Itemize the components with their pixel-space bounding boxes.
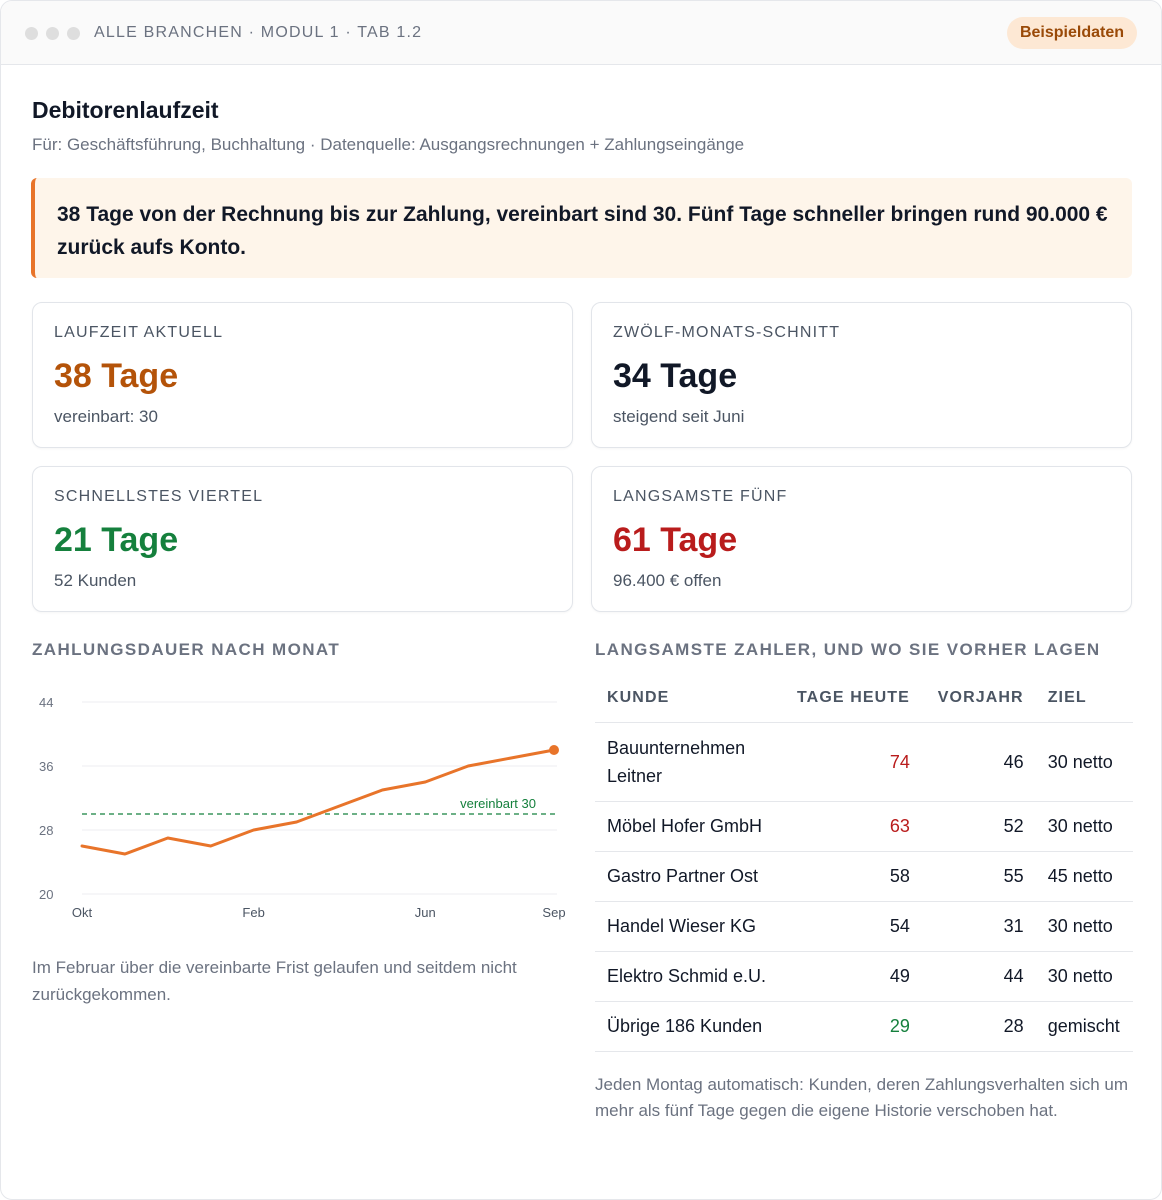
cell-vorjahr: 28 xyxy=(921,1001,1036,1052)
column-header-tage-heute[interactable]: TAGE HEUTE xyxy=(785,674,922,723)
cell-kunde: Handel Wieser KG xyxy=(595,901,785,952)
cell-ziel: 30 netto xyxy=(1035,722,1133,802)
table-row[interactable]: Handel Wieser KG 54 31 30 netto xyxy=(595,901,1133,952)
agreed-terms-label: vereinbart 30 xyxy=(460,796,536,811)
cell-vorjahr: 52 xyxy=(921,801,1036,852)
kpi-label: SCHNELLSTES VIERTEL xyxy=(54,488,264,505)
chart-section-title: ZAHLUNGSDAUER NACH MONAT xyxy=(32,640,341,659)
x-tick-label: Feb xyxy=(242,905,264,920)
table-section-title: LANGSAMSTE ZAHLER, UND WO SIE VORHER LAG… xyxy=(595,640,1101,659)
x-tick-label: Okt xyxy=(72,905,93,920)
kpi-subtext: 52 Kunden xyxy=(54,571,137,590)
column-header-ziel[interactable]: ZIEL xyxy=(1035,674,1133,723)
table-row[interactable]: Möbel Hofer GmbH 63 52 30 netto xyxy=(595,801,1133,852)
page-title: Debitorenlaufzeit xyxy=(32,97,219,123)
cell-tage-heute: 54 xyxy=(785,901,922,952)
cell-vorjahr: 31 xyxy=(921,901,1036,952)
kpi-card-langsamste-fuenf: LANGSAMSTE FÜNF 61 Tage 96.400 € offen xyxy=(591,466,1132,612)
y-tick-label: 20 xyxy=(39,887,53,902)
y-tick-label: 44 xyxy=(39,695,53,710)
cell-tage-heute: 58 xyxy=(785,851,922,902)
cell-kunde: Übrige 186 Kunden xyxy=(595,1001,785,1052)
kpi-value: 61 Tage xyxy=(613,521,738,559)
insight-callout: 38 Tage von der Rechnung bis zur Zahlung… xyxy=(31,178,1132,278)
kpi-value: 21 Tage xyxy=(54,521,179,559)
cell-kunde: Möbel Hofer GmbH xyxy=(595,801,785,852)
cell-tage-heute: 74 xyxy=(785,722,922,802)
table-row[interactable]: Gastro Partner Ost 58 55 45 netto xyxy=(595,851,1133,902)
window-maximize-dot[interactable] xyxy=(67,27,80,40)
breadcrumb: ALLE BRANCHEN · MODUL 1 · TAB 1.2 xyxy=(94,24,423,41)
latest-value-point xyxy=(549,745,559,755)
slowest-payers-table: KUNDE TAGE HEUTE VORJAHR ZIEL Bauunterne… xyxy=(595,674,1133,1052)
title-bar: ALLE BRANCHEN · MODUL 1 · TAB 1.2 Beispi… xyxy=(1,1,1161,65)
cell-ziel: 30 netto xyxy=(1035,901,1133,952)
table-header-row: KUNDE TAGE HEUTE VORJAHR ZIEL xyxy=(595,674,1133,723)
kpi-subtext: steigend seit Juni xyxy=(613,407,745,426)
cell-vorjahr: 55 xyxy=(921,851,1036,902)
kpi-label: ZWÖLF-MONATS-SCHNITT xyxy=(613,324,841,341)
table-row[interactable]: Bauunternehmen Leitner 74 46 30 netto xyxy=(595,722,1133,802)
kpi-value: 34 Tage xyxy=(613,357,738,395)
cell-ziel: 45 netto xyxy=(1035,851,1133,902)
y-tick-label: 36 xyxy=(39,759,53,774)
kpi-card-schnellstes-viertel: SCHNELLSTES VIERTEL 21 Tage 52 Kunden xyxy=(32,466,573,612)
cell-tage-heute: 29 xyxy=(785,1001,922,1052)
kpi-subtext: vereinbart: 30 xyxy=(54,407,158,426)
kpi-subtext: 96.400 € offen xyxy=(613,571,722,590)
cell-vorjahr: 44 xyxy=(921,951,1036,1002)
payment-duration-line-chart: 20 28 36 44 vereinbart 30 Okt Feb Jun Sep xyxy=(39,695,566,920)
chart-note: Im Februar über die vereinbarte Frist ge… xyxy=(32,958,517,1004)
series-line xyxy=(80,748,556,856)
cell-ziel: gemischt xyxy=(1035,1001,1133,1052)
cell-kunde: Elektro Schmid e.U. xyxy=(595,951,785,1002)
window-minimize-dot[interactable] xyxy=(46,27,59,40)
kpi-value: 38 Tage xyxy=(54,357,179,395)
cell-ziel: 30 netto xyxy=(1035,951,1133,1002)
cell-tage-heute: 49 xyxy=(785,951,922,1002)
kpi-label: LAUFZEIT AKTUELL xyxy=(54,324,224,341)
cell-tage-heute: 63 xyxy=(785,801,922,852)
cell-ziel: 30 netto xyxy=(1035,801,1133,852)
cell-kunde: Bauunternehmen Leitner xyxy=(595,722,785,802)
y-tick-label: 28 xyxy=(39,823,53,838)
x-tick-label: Jun xyxy=(415,905,436,920)
page-subtitle: Für: Geschäftsführung, Buchhaltung · Dat… xyxy=(32,135,745,154)
table-row[interactable]: Übrige 186 Kunden 29 28 gemischt xyxy=(595,1001,1133,1052)
column-header-kunde[interactable]: KUNDE xyxy=(595,674,785,723)
cell-kunde: Gastro Partner Ost xyxy=(595,851,785,902)
cell-vorjahr: 46 xyxy=(921,722,1036,802)
kpi-label: LANGSAMSTE FÜNF xyxy=(613,488,788,505)
x-tick-label: Sep xyxy=(542,905,565,920)
table-note: Jeden Montag automatisch: Kunden, deren … xyxy=(595,1075,1128,1120)
sample-data-badge: Beispieldaten xyxy=(1006,17,1137,49)
kpi-card-laufzeit-aktuell: LAUFZEIT AKTUELL 38 Tage vereinbart: 30 xyxy=(32,302,573,448)
window-close-dot[interactable] xyxy=(25,27,38,40)
column-header-vorjahr[interactable]: VORJAHR xyxy=(921,674,1036,723)
table-row[interactable]: Elektro Schmid e.U. 49 44 30 netto xyxy=(595,951,1133,1002)
kpi-card-zwoelf-monats-schnitt: ZWÖLF-MONATS-SCHNITT 34 Tage steigend se… xyxy=(591,302,1132,448)
